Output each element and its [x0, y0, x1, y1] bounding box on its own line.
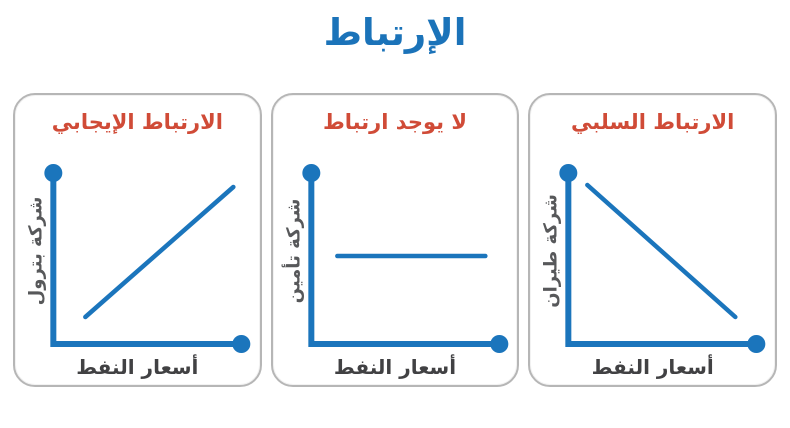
x-axis-label: أسعار النفط: [333, 354, 457, 379]
y-axis-end-dot: [301, 163, 320, 182]
y-axis-end-dot: [44, 163, 63, 182]
y-axis-label: شركة تأمين: [283, 198, 305, 303]
x-axis-label: أسعار النفط: [591, 354, 714, 379]
panel-title-positive: الارتباط الإيجابي: [51, 110, 223, 135]
chart-none-svg: [301, 163, 508, 353]
y-axis-end-dot: [559, 163, 578, 182]
chart-positive: شركة بترول: [19, 155, 258, 355]
panel-no-correlation: لا يوجد ارتباط شركة تأمين أسعار النفط: [270, 93, 520, 388]
panel-positive-correlation: الارتباط الإيجابي شركة بترول أسعار النفط: [12, 93, 262, 388]
panel-title-negative: الارتباط السلبي: [571, 110, 735, 135]
x-axis-end-dot: [232, 334, 251, 353]
axes-lines: [565, 172, 757, 347]
trend-line-negative: [585, 182, 738, 319]
x-axis-end-dot: [489, 334, 508, 353]
chart-negative: شركة طيران: [534, 155, 773, 355]
x-axis-label: أسعار النفط: [76, 354, 199, 379]
x-axis-end-dot: [747, 334, 766, 353]
panel-title-none: لا يوجد ارتباط: [322, 110, 467, 135]
chart-negative-svg: [559, 163, 766, 353]
y-axis-label: شركة طيران: [540, 193, 562, 308]
correlation-diagram: الإرتباط الارتباط السلبي شركة طيران أسعا…: [0, 10, 790, 428]
panels-row: الارتباط السلبي شركة طيران أسعار النفط ل…: [0, 93, 790, 388]
panel-negative-correlation: الارتباط السلبي شركة طيران أسعار النفط: [528, 93, 777, 388]
axes-lines: [307, 172, 499, 347]
trend-line-positive: [83, 184, 236, 319]
y-axis-label: شركة بترول: [25, 196, 47, 305]
chart-positive-svg: [44, 163, 251, 353]
chart-none: شركة تأمين: [277, 155, 516, 355]
axes-lines: [50, 172, 242, 347]
page-title: الإرتباط: [323, 11, 467, 54]
